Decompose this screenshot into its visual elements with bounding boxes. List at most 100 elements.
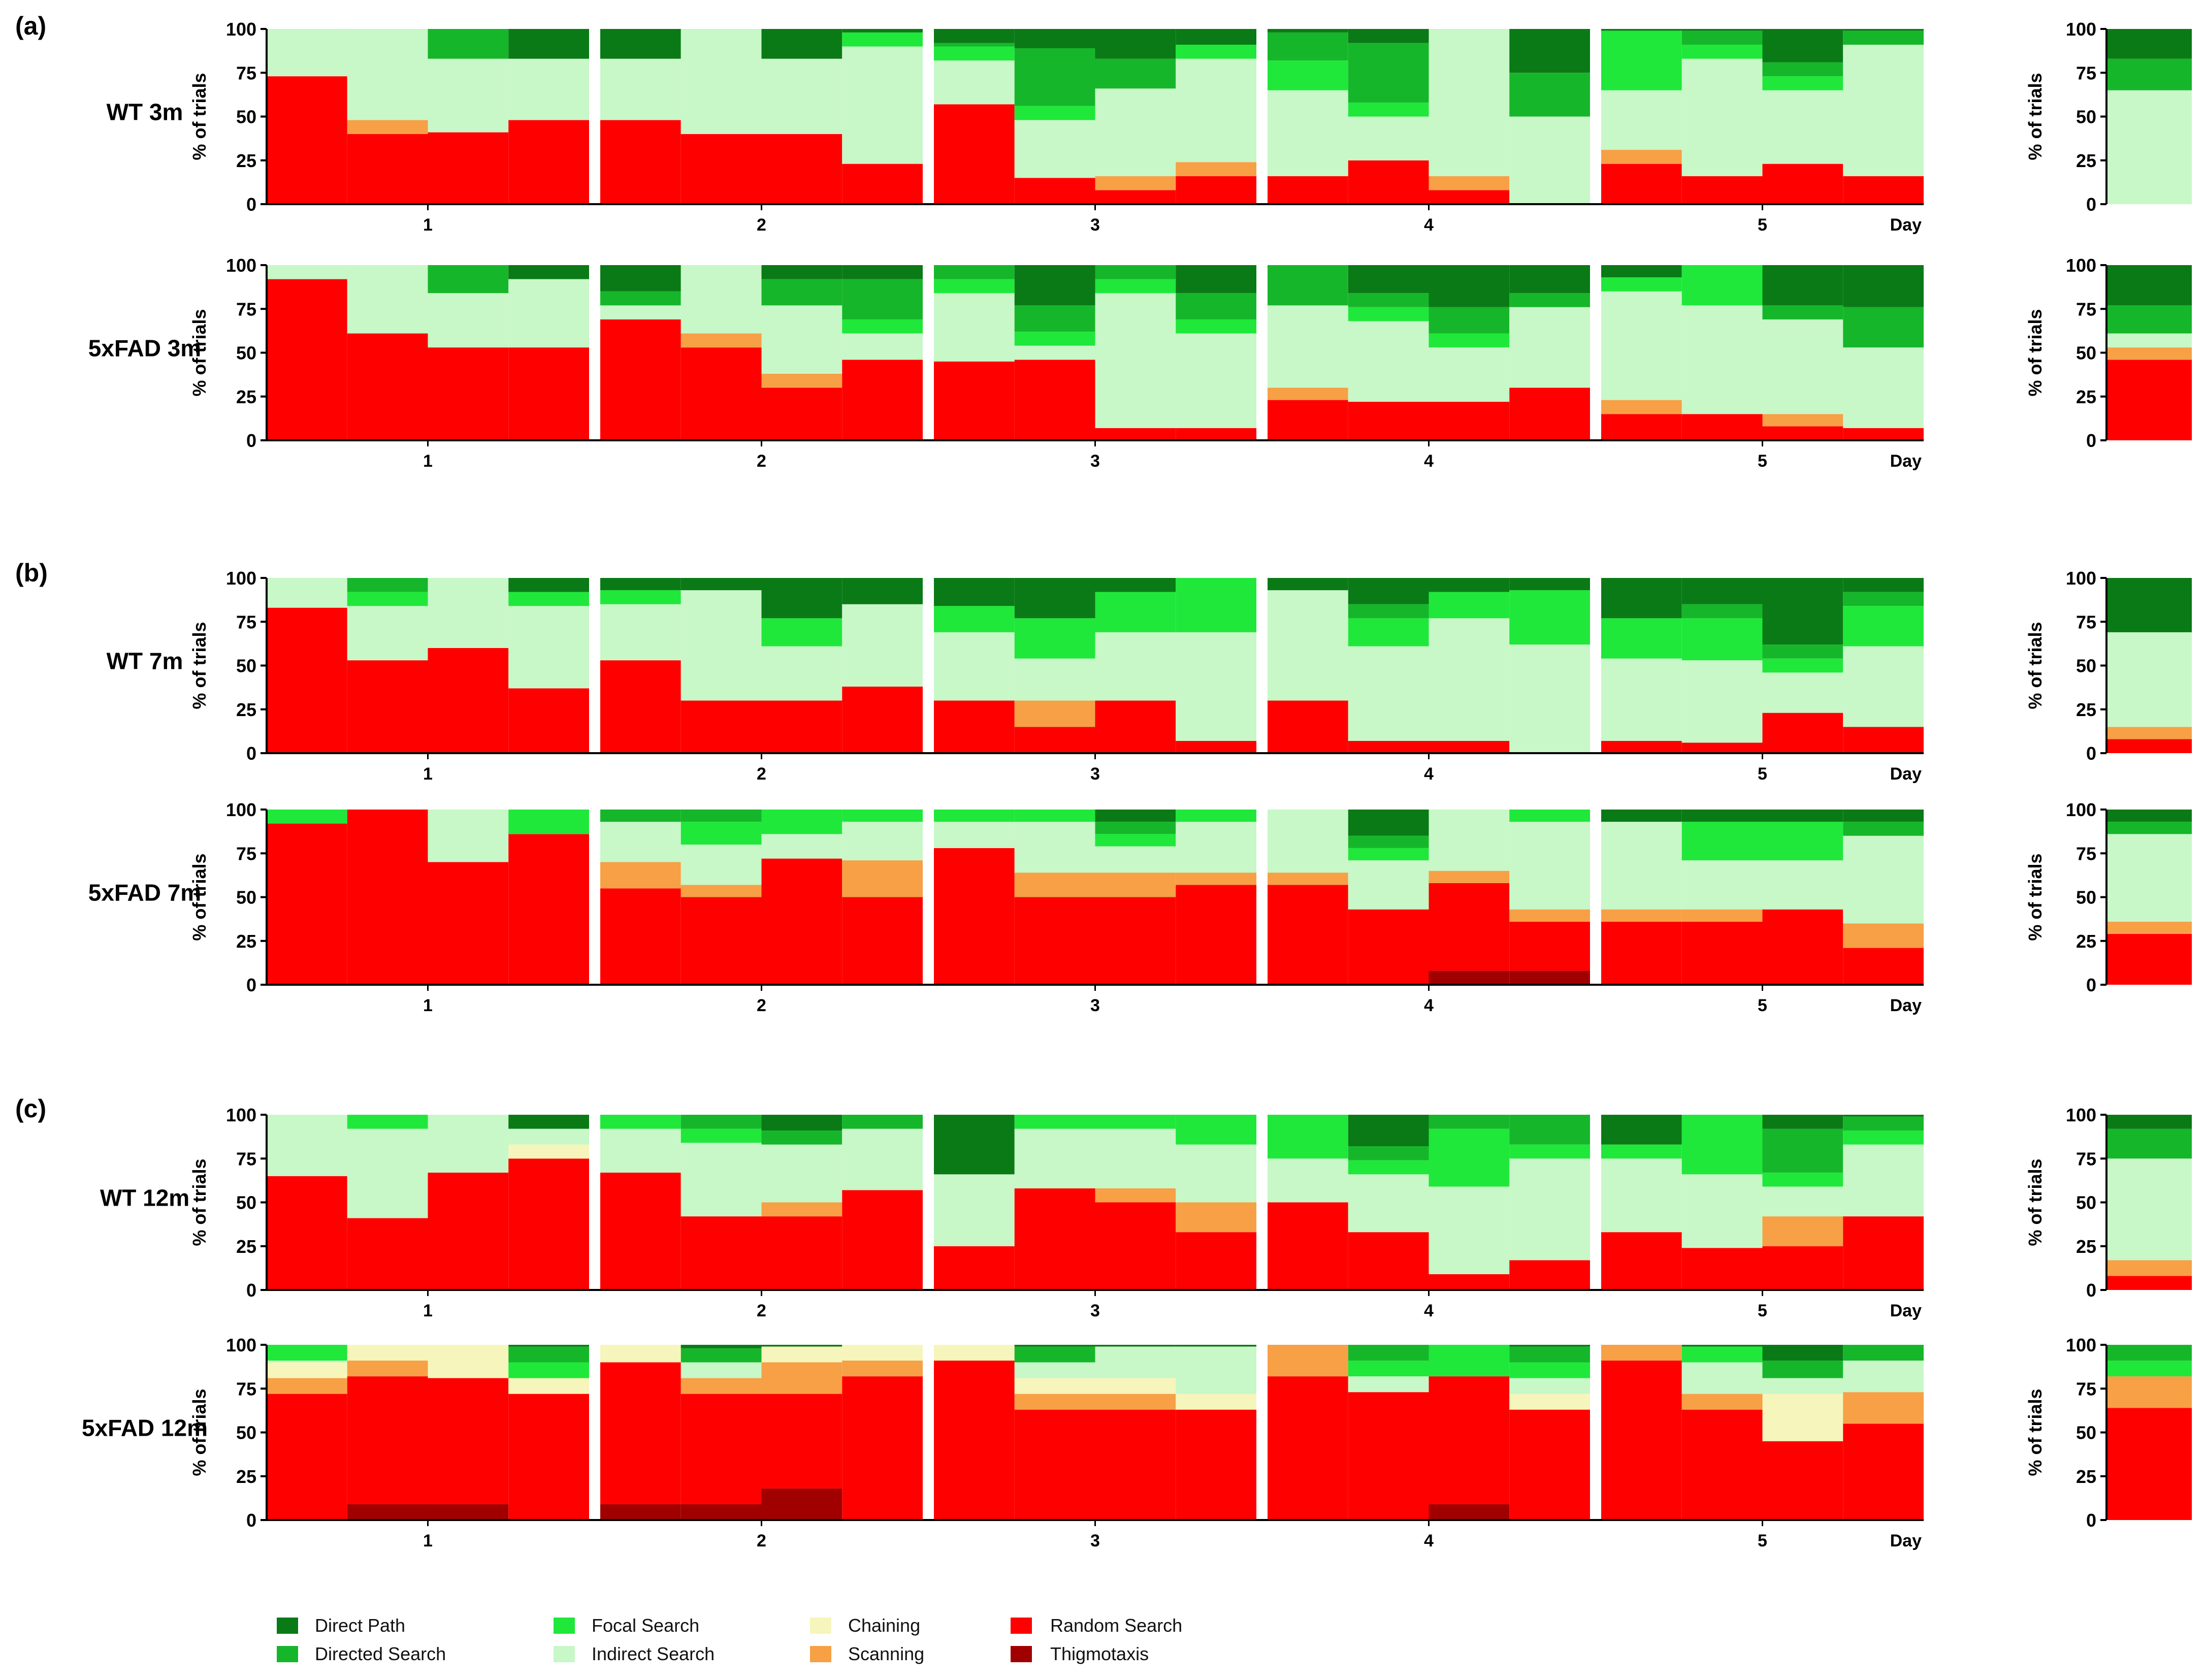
bar-segment xyxy=(1014,1345,1095,1347)
bar-segment xyxy=(680,1378,762,1394)
bar-segment xyxy=(1681,810,1763,822)
bar-segment xyxy=(1843,1144,1924,1217)
bar-segment xyxy=(508,834,589,985)
bar-segment xyxy=(2106,29,2192,59)
bar-segment xyxy=(267,1176,347,1290)
bar-segment xyxy=(1014,265,1095,306)
bar-segment xyxy=(2106,933,2192,985)
bar-segment xyxy=(1014,1394,1095,1410)
y-tick-label: 100 xyxy=(226,1335,256,1355)
bar-segment xyxy=(1095,265,1176,279)
y-tick-label: 50 xyxy=(236,887,256,908)
bar-segment xyxy=(1681,860,1763,910)
bar-segment xyxy=(761,646,842,701)
bar-segment xyxy=(1348,740,1429,753)
bar-segment xyxy=(761,373,842,388)
bar-segment xyxy=(508,810,589,834)
bar-segment xyxy=(761,1144,842,1203)
bar-segment xyxy=(1601,1144,1682,1159)
summary-y-axis-label: % of trials xyxy=(2025,309,2046,396)
bar-segment xyxy=(508,265,589,279)
bar-segment xyxy=(761,1345,842,1347)
bar-segment xyxy=(347,1128,428,1218)
bar-segment xyxy=(1843,1345,1924,1361)
bar-segment xyxy=(2106,739,2192,753)
bar-segment xyxy=(508,1158,589,1290)
bar-segment xyxy=(1509,590,1590,645)
bar-segment xyxy=(1095,897,1176,985)
bar-segment xyxy=(842,29,923,33)
bar-segment xyxy=(267,1345,347,1361)
summary-y-tick-label: 25 xyxy=(2076,1236,2096,1257)
bar-segment xyxy=(1762,860,1843,910)
bar-segment xyxy=(680,265,762,334)
x-tick-label: 3 xyxy=(1090,451,1100,471)
bar-segment xyxy=(1429,402,1510,440)
x-tick-label: 2 xyxy=(757,1301,766,1320)
legend: Direct Path Directed Search Focal Search… xyxy=(277,1615,1182,1664)
summary-y-tick-label: 100 xyxy=(2066,255,2096,276)
y-axis-label: % of trials xyxy=(189,1388,210,1476)
bar-segment xyxy=(1348,860,1429,910)
bar-segment xyxy=(428,810,509,862)
bar-segment xyxy=(1681,1115,1763,1175)
bar-segment xyxy=(934,632,1015,701)
chart-title: 5xFAD 7m xyxy=(88,879,201,906)
bar-segment xyxy=(508,58,589,120)
y-axis-label: % of trials xyxy=(189,309,210,396)
bar-segment xyxy=(1176,162,1256,176)
bar-segment xyxy=(1429,740,1510,753)
bar-segment xyxy=(2106,834,2192,922)
bar-segment xyxy=(1348,293,1429,307)
bar-segment xyxy=(347,1345,428,1361)
bar-segment xyxy=(680,810,762,822)
bar-segment xyxy=(1095,88,1176,176)
x-tick-label: 3 xyxy=(1090,996,1100,1015)
bar-segment xyxy=(1176,578,1256,632)
x-axis-label: Day xyxy=(1890,451,1922,471)
y-tick-label: 0 xyxy=(246,975,256,995)
bar-segment xyxy=(1762,29,1843,62)
bar-segment xyxy=(1014,332,1095,346)
bar-segment xyxy=(600,29,681,59)
bar-segment xyxy=(2106,360,2192,440)
x-tick-label: 1 xyxy=(423,215,433,235)
bar-segment xyxy=(680,1143,762,1217)
bar-segment xyxy=(761,1346,842,1363)
bar-segment xyxy=(1681,660,1763,743)
bar-segment xyxy=(1095,58,1176,89)
bar-segment xyxy=(428,1345,509,1378)
bar-segment xyxy=(1095,1115,1176,1129)
bar-segment xyxy=(934,1115,1015,1175)
bar-segment xyxy=(680,333,762,348)
bar-segment xyxy=(1348,265,1429,294)
panel-letter: (b) xyxy=(15,559,48,587)
x-tick-label: 2 xyxy=(757,451,766,471)
bar-segment xyxy=(1509,1378,1590,1394)
y-tick-label: 25 xyxy=(236,386,256,407)
bar-segment xyxy=(934,104,1015,204)
bar-segment xyxy=(1509,644,1590,753)
day-separator xyxy=(589,264,600,441)
bar-segment xyxy=(934,810,1015,822)
summary-y-tick-label: 25 xyxy=(2076,699,2096,720)
day-separator xyxy=(923,577,934,754)
day-separator xyxy=(923,809,934,985)
x-axis-label: Day xyxy=(1890,996,1922,1015)
bar-segment xyxy=(1762,426,1843,440)
bar-segment xyxy=(1268,1376,1348,1520)
bar-segment xyxy=(1014,727,1095,753)
y-tick-label: 0 xyxy=(246,1280,256,1301)
bar-segment xyxy=(1681,29,1763,31)
bar-segment xyxy=(1014,345,1095,360)
chart-title: WT 3m xyxy=(107,99,183,125)
bar-segment xyxy=(1601,921,1682,985)
y-tick-label: 0 xyxy=(246,430,256,451)
bar-segment xyxy=(1681,1345,1763,1347)
bar-segment xyxy=(842,1376,923,1520)
bar-segment xyxy=(1176,1202,1256,1233)
bar-segment xyxy=(1014,1362,1095,1378)
bar-segment xyxy=(1429,971,1510,985)
bar-segment xyxy=(600,660,681,753)
day-separator xyxy=(923,264,934,441)
